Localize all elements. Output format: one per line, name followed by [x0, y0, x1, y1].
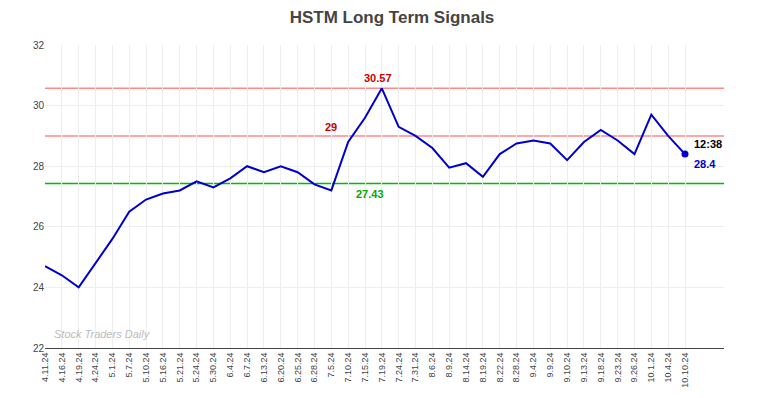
svg-text:7.15.24: 7.15.24: [360, 353, 370, 383]
svg-text:9.10.24: 9.10.24: [562, 353, 572, 383]
svg-text:5.1.24: 5.1.24: [107, 353, 117, 378]
svg-text:9.13.24: 9.13.24: [579, 353, 589, 383]
svg-text:24: 24: [33, 282, 45, 293]
svg-text:8.14.24: 8.14.24: [461, 353, 471, 383]
svg-text:32: 32: [33, 40, 45, 51]
svg-text:7.19.24: 7.19.24: [377, 353, 387, 383]
svg-text:4.19.24: 4.19.24: [74, 353, 84, 383]
svg-text:27.43: 27.43: [356, 188, 384, 200]
svg-text:6.4.24: 6.4.24: [225, 353, 235, 378]
svg-text:26: 26: [33, 221, 45, 232]
svg-text:22: 22: [33, 343, 45, 354]
svg-text:5.24.24: 5.24.24: [192, 353, 202, 383]
svg-text:6.28.24: 6.28.24: [309, 353, 319, 383]
svg-text:5.21.24: 5.21.24: [175, 353, 185, 383]
svg-text:8.6.24: 8.6.24: [427, 353, 437, 378]
svg-text:7.31.24: 7.31.24: [410, 353, 420, 383]
svg-text:5.10.24: 5.10.24: [141, 353, 151, 383]
svg-text:9.26.24: 9.26.24: [629, 353, 639, 383]
svg-text:29: 29: [325, 121, 337, 133]
svg-text:9.9.24: 9.9.24: [545, 353, 555, 378]
svg-text:30: 30: [33, 100, 45, 111]
svg-text:6.13.24: 6.13.24: [259, 353, 269, 383]
svg-text:28.4: 28.4: [694, 158, 716, 170]
svg-text:10.1.24: 10.1.24: [646, 353, 656, 383]
svg-text:9.4.24: 9.4.24: [528, 353, 538, 378]
svg-text:8.22.24: 8.22.24: [495, 353, 505, 383]
svg-text:10.4.24: 10.4.24: [663, 353, 673, 383]
svg-text:5.7.24: 5.7.24: [124, 353, 134, 378]
svg-text:5.16.24: 5.16.24: [158, 353, 168, 383]
svg-text:4.11.24: 4.11.24: [40, 353, 50, 382]
svg-text:7.24.24: 7.24.24: [394, 353, 404, 383]
svg-text:8.28.24: 8.28.24: [512, 353, 522, 383]
svg-text:8.9.24: 8.9.24: [444, 353, 454, 378]
svg-text:4.24.24: 4.24.24: [90, 353, 100, 383]
svg-text:6.20.24: 6.20.24: [276, 353, 286, 383]
svg-text:30.57: 30.57: [364, 72, 392, 84]
svg-text:HSTM Long Term Signals: HSTM Long Term Signals: [290, 8, 495, 27]
svg-text:Stock Traders Daily: Stock Traders Daily: [54, 328, 151, 340]
svg-text:8.19.24: 8.19.24: [478, 353, 488, 383]
svg-text:6.7.24: 6.7.24: [242, 353, 252, 378]
svg-text:7.5.24: 7.5.24: [326, 353, 336, 378]
svg-text:9.18.24: 9.18.24: [596, 353, 606, 383]
svg-text:7.10.24: 7.10.24: [343, 353, 353, 383]
svg-text:28: 28: [33, 161, 45, 172]
svg-text:9.23.24: 9.23.24: [613, 353, 623, 383]
svg-text:4.16.24: 4.16.24: [57, 353, 67, 383]
svg-text:10.10.24: 10.10.24: [680, 353, 690, 388]
svg-text:12:38: 12:38: [694, 138, 722, 150]
svg-text:5.30.24: 5.30.24: [208, 353, 218, 383]
svg-text:6.25.24: 6.25.24: [293, 353, 303, 383]
